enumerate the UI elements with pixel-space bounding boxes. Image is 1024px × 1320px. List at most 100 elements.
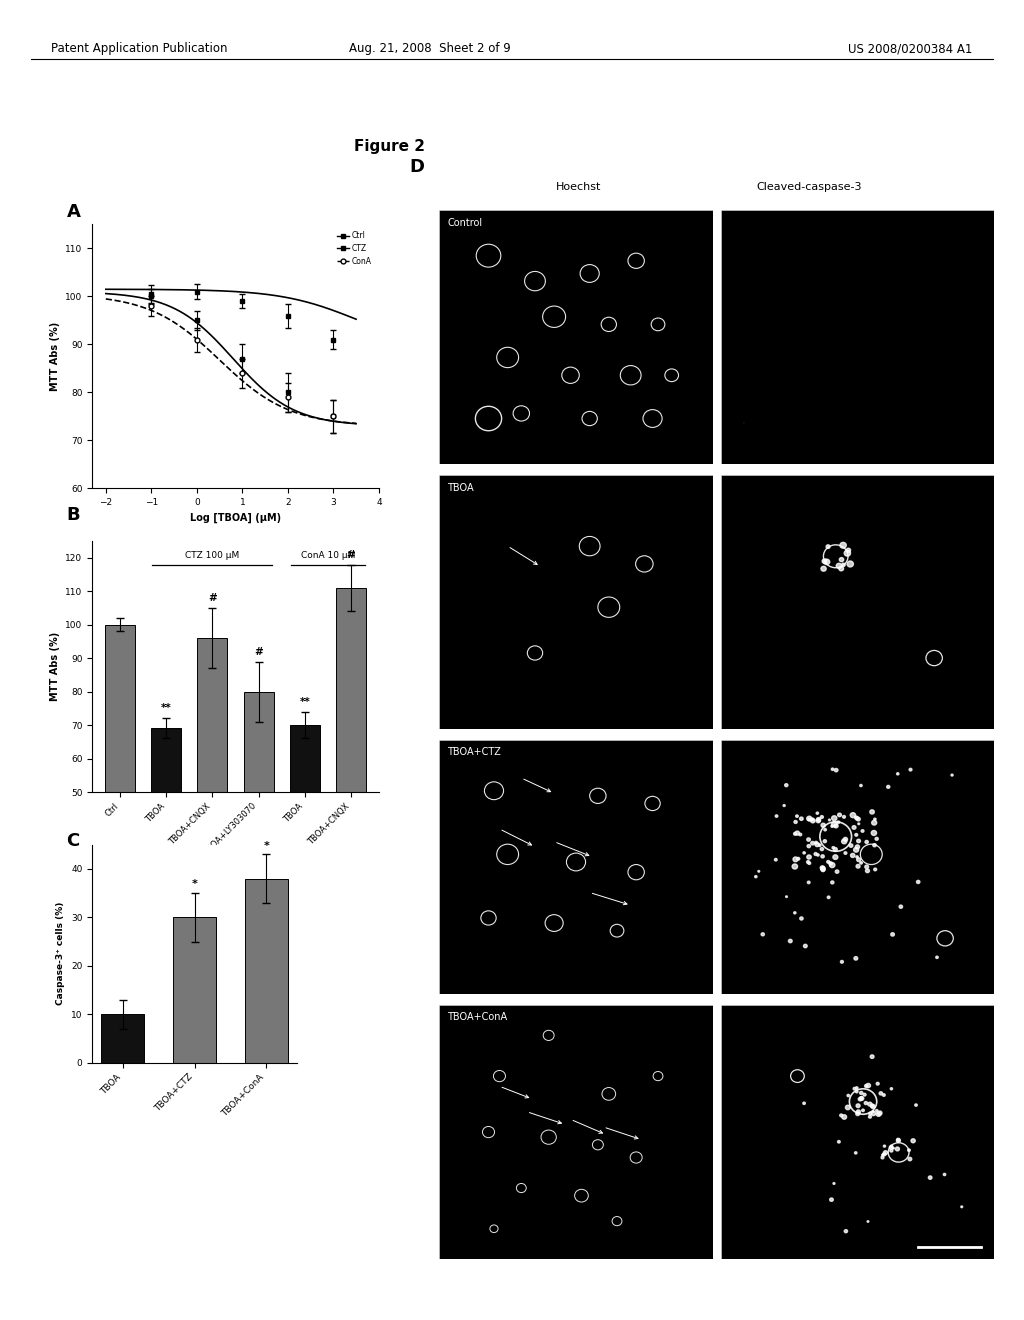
Text: TBOA+ConA: TBOA+ConA: [447, 1012, 508, 1023]
Circle shape: [755, 875, 757, 878]
Text: #: #: [346, 549, 355, 560]
Circle shape: [833, 846, 835, 849]
Circle shape: [826, 861, 829, 863]
Circle shape: [816, 817, 820, 821]
Circle shape: [881, 1156, 884, 1159]
Circle shape: [817, 854, 819, 857]
Circle shape: [831, 822, 837, 826]
Circle shape: [774, 858, 777, 861]
Circle shape: [865, 865, 868, 869]
Circle shape: [870, 1055, 874, 1059]
Circle shape: [814, 853, 817, 855]
Circle shape: [884, 1146, 886, 1147]
Text: **: **: [299, 697, 310, 706]
Text: *: *: [191, 879, 198, 890]
Circle shape: [876, 837, 879, 841]
Circle shape: [844, 1230, 848, 1233]
Circle shape: [893, 1147, 894, 1148]
Circle shape: [855, 845, 859, 849]
Circle shape: [820, 847, 823, 850]
Circle shape: [800, 817, 803, 821]
Bar: [290, 725, 319, 960]
Circle shape: [844, 550, 851, 556]
Text: TBOA: TBOA: [447, 483, 474, 492]
Circle shape: [859, 1097, 864, 1101]
Circle shape: [877, 1082, 880, 1085]
Circle shape: [858, 1097, 862, 1101]
Circle shape: [794, 912, 796, 913]
Circle shape: [914, 1104, 918, 1106]
Circle shape: [854, 847, 859, 853]
Text: *: *: [263, 841, 269, 850]
Circle shape: [837, 564, 842, 569]
Bar: [244, 692, 273, 960]
Circle shape: [855, 817, 859, 820]
Circle shape: [840, 1114, 843, 1117]
Circle shape: [829, 1199, 834, 1201]
Circle shape: [793, 865, 798, 869]
Circle shape: [826, 545, 830, 549]
Circle shape: [859, 1092, 863, 1094]
Circle shape: [871, 821, 877, 825]
Circle shape: [867, 1102, 872, 1106]
Circle shape: [873, 818, 877, 820]
Circle shape: [842, 1115, 847, 1119]
Circle shape: [883, 1094, 885, 1097]
Circle shape: [828, 862, 833, 865]
Circle shape: [807, 855, 811, 859]
Circle shape: [758, 870, 760, 873]
Circle shape: [840, 543, 846, 548]
Circle shape: [783, 805, 785, 807]
Circle shape: [890, 1144, 893, 1147]
Circle shape: [936, 956, 938, 958]
Circle shape: [761, 933, 764, 936]
Circle shape: [807, 861, 810, 863]
Circle shape: [858, 822, 859, 825]
Circle shape: [775, 814, 778, 817]
Bar: [152, 729, 181, 960]
Text: A: A: [67, 203, 81, 222]
Circle shape: [883, 1152, 886, 1156]
Circle shape: [864, 1085, 868, 1088]
Circle shape: [876, 1110, 878, 1111]
Circle shape: [907, 1148, 910, 1151]
X-axis label: Log [TBOA] (μM): Log [TBOA] (μM): [190, 512, 281, 523]
Text: US 2008/0200384 A1: US 2008/0200384 A1: [849, 42, 973, 55]
Circle shape: [815, 841, 817, 843]
Text: Aug. 21, 2008  Sheet 2 of 9: Aug. 21, 2008 Sheet 2 of 9: [349, 42, 511, 55]
Text: Figure 2: Figure 2: [353, 139, 425, 153]
Circle shape: [882, 1154, 884, 1156]
Y-axis label: Caspase-3⁺ cells (%): Caspase-3⁺ cells (%): [56, 902, 66, 1006]
Circle shape: [794, 821, 798, 824]
Circle shape: [821, 566, 826, 572]
Circle shape: [822, 558, 827, 564]
Circle shape: [884, 1151, 888, 1155]
Circle shape: [856, 1104, 860, 1107]
Text: #: #: [208, 593, 217, 603]
Circle shape: [872, 1110, 874, 1113]
Circle shape: [849, 843, 853, 847]
Text: Control: Control: [447, 218, 482, 227]
Circle shape: [855, 816, 857, 818]
Circle shape: [855, 833, 858, 836]
Circle shape: [889, 1146, 893, 1150]
Text: **: **: [161, 704, 172, 713]
Circle shape: [896, 1139, 900, 1142]
Circle shape: [854, 957, 858, 960]
Circle shape: [793, 857, 798, 862]
Circle shape: [824, 560, 829, 565]
Circle shape: [808, 862, 811, 865]
Circle shape: [857, 840, 860, 842]
Circle shape: [916, 880, 920, 883]
Circle shape: [897, 772, 899, 775]
Circle shape: [856, 855, 858, 858]
Circle shape: [867, 1221, 868, 1222]
Circle shape: [843, 816, 846, 818]
Bar: [245, 879, 288, 1063]
Circle shape: [831, 816, 837, 821]
Bar: [101, 1014, 144, 1063]
Circle shape: [828, 820, 830, 821]
Circle shape: [908, 1158, 911, 1160]
Circle shape: [842, 840, 847, 843]
Text: D: D: [410, 158, 425, 177]
